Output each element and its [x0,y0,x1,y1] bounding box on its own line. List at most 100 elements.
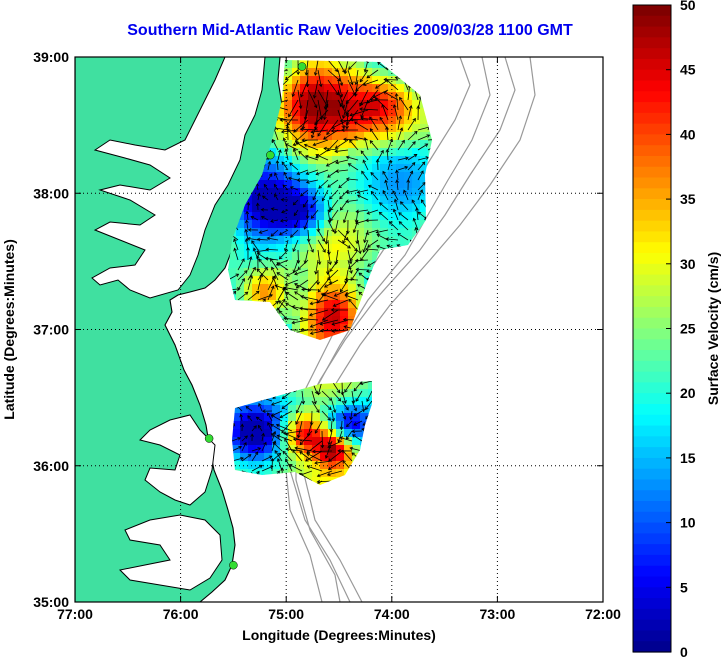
colorbar-segment [633,371,671,384]
velocity-arrow [295,141,309,151]
velocity-arrow [397,157,409,161]
velocity-arrow [298,151,309,161]
velocity-arrow [271,400,283,406]
colorbar-segment [633,80,671,92]
velocity-arrow [247,256,252,271]
velocity-arrow [398,212,409,221]
velocity-arrow [341,410,346,420]
velocity-arrow [360,249,369,261]
velocity-arrow [295,410,303,425]
velocity-arrow [350,410,353,420]
velocity-arrow [383,91,399,101]
y-tick-label: 36:00 [33,458,69,474]
velocity-arrow [349,139,359,151]
velocity-arrow [285,458,293,472]
colorbar-segment [633,393,671,405]
velocity-arrow [330,209,339,221]
velocity-arrow [413,218,419,231]
velocity-arrow [304,219,309,230]
velocity-arrow [341,400,349,411]
velocity-arrow [396,93,399,111]
velocity-arrow [274,194,279,201]
velocity-arrow [315,259,319,274]
x-tick-label: 75:00 [268,606,304,622]
velocity-arrow [327,199,331,213]
velocity-arrow [407,131,418,141]
velocity-arrow [347,69,353,85]
velocity-arrow [346,420,353,427]
velocity-arrow [283,317,299,321]
velocity-arrow [324,89,329,110]
velocity-arrow [397,233,409,241]
velocity-arrow [250,216,259,221]
velocity-arrow [280,219,289,222]
velocity-arrow [357,194,369,201]
velocity-arrow [304,144,319,151]
velocity-arrow [293,139,309,146]
velocity-arrow [274,450,283,462]
velocity-arrow [300,318,319,321]
velocity-arrow [281,400,293,409]
velocity-arrow [355,69,359,85]
velocity-arrow [348,298,359,311]
velocity-arrow [312,450,333,452]
velocity-arrow [361,171,369,181]
velocity-arrow [237,291,249,301]
velocity-arrow [417,161,426,171]
velocity-arrow [354,136,369,141]
velocity-arrow [305,155,319,161]
velocity-arrow [327,269,332,285]
velocity-arrow [307,465,323,472]
colorbar-segment [633,166,671,179]
velocity-arrow [281,420,293,434]
velocity-arrow [286,109,299,126]
velocity-arrow [300,128,319,131]
y-axis-label: Latitude (Degrees:Minutes) [1,239,17,419]
velocity-arrow [294,269,309,275]
velocity-arrow [306,453,323,462]
colorbar-tick-label: 45 [680,62,696,78]
velocity-arrow [366,229,379,235]
velocity-arrow [300,295,319,301]
velocity-arrow [261,455,273,462]
velocity-arrow [283,172,289,181]
velocity-arrow [293,148,299,161]
velocity-arrow [317,239,326,253]
velocity-arrow [233,238,239,251]
velocity-arrow [387,138,393,151]
colorbar-tick-label: 20 [680,385,696,401]
velocity-arrow [396,170,399,181]
velocity-arrow [251,425,257,432]
velocity-arrow [257,238,269,241]
x-tick-label: 76:00 [163,606,199,622]
colorbar-segment [633,576,671,588]
velocity-arrow [327,239,330,255]
velocity-arrow [314,60,319,76]
colorbar-label: Surface Velocity (cm/s) [705,252,721,405]
colorbar-segment [633,447,671,459]
velocity-arrow [359,69,369,83]
velocity-arrow [267,422,273,432]
velocity-arrow [345,289,359,295]
colorbar-segment [633,199,671,211]
colorbar-tick-label: 50 [680,0,696,13]
velocity-arrow [293,438,313,442]
velocity-arrow [337,239,351,249]
velocity-arrow [348,163,359,171]
velocity-arrow [397,140,405,151]
velocity-arrow [417,170,424,181]
velocity-arrow [297,259,309,270]
colorbar-segment [633,533,671,545]
velocity-arrow [272,441,283,452]
velocity-arrow [281,209,289,213]
velocity-arrow [314,109,329,125]
velocity-arrow [285,69,299,81]
velocity-arrow [363,79,379,86]
velocity-arrow [237,278,245,291]
velocity-arrow [299,473,313,482]
x-tick-label: 72:00 [585,606,621,622]
velocity-arrow [314,420,323,434]
velocity-arrow [309,309,329,316]
velocity-arrow [347,239,358,252]
